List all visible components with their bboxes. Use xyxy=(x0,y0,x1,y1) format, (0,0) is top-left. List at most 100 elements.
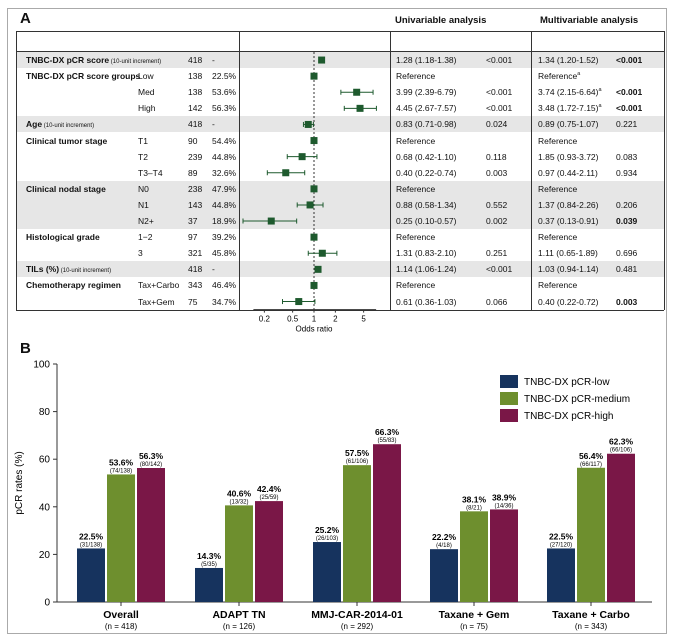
row-multi-p: 0.039 xyxy=(616,216,638,226)
row-multi-p: 0.206 xyxy=(616,199,638,210)
row-level: T3–T4 xyxy=(138,167,163,178)
row-multi-or: Reference xyxy=(538,232,577,242)
row-multi-or: 1.11 (0.65-1.89) xyxy=(538,248,598,258)
table-header-rule xyxy=(16,51,664,52)
bar-value-label: 22.5% xyxy=(79,531,104,541)
table-column-divider xyxy=(390,31,391,310)
row-uni-p: 0.066 xyxy=(486,296,508,307)
row-multi-or-value: Reference xyxy=(538,232,578,243)
row-n: 418 xyxy=(188,264,203,275)
legend-swatch xyxy=(500,375,518,388)
row-n: 89 xyxy=(188,167,198,178)
row-variable-name: TILs (%) (10-unit increment) xyxy=(26,264,111,274)
forest-tick-label: 1 xyxy=(312,315,317,324)
row-n: 75 xyxy=(188,296,198,307)
bar-count-label: (66/106) xyxy=(610,448,632,454)
legend-swatch xyxy=(500,409,518,422)
row-multi-or-footnote: a xyxy=(577,71,581,78)
bar xyxy=(577,467,605,602)
odds-ratio-marker xyxy=(310,137,318,145)
row-level: Med xyxy=(138,87,155,98)
row-uni-or: Reference xyxy=(396,280,436,291)
row-level: 3 xyxy=(138,248,143,259)
bar xyxy=(137,468,165,602)
table-top-rule xyxy=(16,31,664,32)
row-multi-or-footnote: a xyxy=(598,87,602,94)
odds-ratio-marker xyxy=(356,104,364,112)
bar-count-label: (55/83) xyxy=(377,438,396,444)
row-uni-or: 0.88 (0.58-1.34) xyxy=(396,199,457,210)
bar-count-label: (31/138) xyxy=(80,542,102,548)
bar-count-label: (14/36) xyxy=(494,503,513,509)
row-variable-name: TNBC-DX pCR score (10-unit increment) xyxy=(26,55,161,65)
bar-value-label: 22.2% xyxy=(432,532,457,542)
row-uni-p: <0.001 xyxy=(486,103,513,114)
row-multi-p: <0.001 xyxy=(616,55,643,65)
row-uni-p: 0.552 xyxy=(486,199,508,210)
row-multi-or-value: Reference xyxy=(538,135,578,146)
bar-value-label: 38.1% xyxy=(462,494,487,504)
odds-ratio-marker xyxy=(306,201,314,209)
row-uni-or: 1.14 (1.06-1.24) xyxy=(396,264,457,275)
bar xyxy=(373,444,401,602)
bar-value-label: 40.6% xyxy=(227,488,252,498)
table-left-rule xyxy=(16,31,17,310)
bar xyxy=(547,548,575,602)
row-multi-or: Reference xyxy=(538,280,577,290)
forest-plot: 0.2 0.5 1 2 5 Odds ratio xyxy=(242,52,377,334)
row-multi-or: 1.37 (0.84-2.26) xyxy=(538,200,598,210)
bar xyxy=(430,549,458,602)
row-multi-or: Reference xyxy=(538,184,577,194)
table-row-shade xyxy=(16,213,664,230)
row-level: T1 xyxy=(138,135,148,146)
row-multi-or-value: 1.03 (0.94-1.14) xyxy=(538,264,599,275)
row-multi-or-value: Reference xyxy=(538,183,578,194)
row-pcr-rate: 34.7% xyxy=(212,296,237,307)
table-column-divider xyxy=(239,31,240,310)
bar-value-label: 25.2% xyxy=(315,525,340,535)
category-label: ADAPT TN xyxy=(212,609,265,621)
row-uni-or: 4.45 (2.67-7.57) xyxy=(396,103,457,114)
row-n: 37 xyxy=(188,216,198,226)
legend-label: TNBC-DX pCR-high xyxy=(524,411,613,422)
bar xyxy=(107,474,135,602)
table-right-rule xyxy=(664,31,665,310)
row-level: Tax+Carbo xyxy=(138,280,180,291)
row-variable-name: Chemotherapy regimen xyxy=(26,280,121,290)
row-multi-or: 0.40 (0.22-0.72) xyxy=(538,297,598,307)
category-label: Taxane + Carbo xyxy=(552,609,630,621)
odds-ratio-marker xyxy=(282,169,290,177)
row-multi-or-value: 0.97 (0.44-2.11) xyxy=(538,167,598,178)
category-label: Overall xyxy=(103,609,139,621)
row-level: N2+ xyxy=(138,216,154,226)
row-level: N0 xyxy=(138,183,149,194)
odds-ratio-marker xyxy=(310,281,318,289)
row-variable-label: Chemotherapy regimen xyxy=(26,280,121,291)
row-uni-or: Reference xyxy=(396,135,436,146)
table-row-shade xyxy=(16,116,664,133)
bar-count-label: (26/103) xyxy=(316,536,338,542)
row-multi-p: 0.481 xyxy=(616,264,638,275)
row-uni-or: 0.68 (0.42-1.10) xyxy=(396,151,457,162)
row-multi-or-value: 1.37 (0.84-2.26) xyxy=(538,199,599,210)
row-variable-label: Clinical nodal stage xyxy=(26,183,106,194)
row-pcr-rate: 18.9% xyxy=(212,216,237,226)
bar xyxy=(255,501,283,602)
row-n: 138 xyxy=(188,71,203,82)
row-pcr-rate: 44.8% xyxy=(212,151,237,162)
row-level: Low xyxy=(138,71,154,82)
row-pcr-rate: 47.9% xyxy=(212,183,237,194)
bar-value-label: 22.5% xyxy=(549,531,574,541)
bar-count-label: (4/18) xyxy=(436,543,452,549)
row-uni-p: <0.001 xyxy=(486,55,513,65)
row-variable-label: Histological grade xyxy=(26,232,100,243)
row-variable-name: Histological grade xyxy=(26,232,100,242)
y-axis-label: pCR rates (%) xyxy=(14,451,25,514)
row-uni-p: 0.003 xyxy=(486,167,508,178)
row-level: Tax+Gem xyxy=(138,296,175,307)
bar xyxy=(77,548,105,602)
row-uni-p: 0.118 xyxy=(486,151,507,162)
forest-axis-label: Odds ratio xyxy=(296,325,333,334)
row-multi-p: 0.083 xyxy=(616,151,638,162)
row-multi-or-value: 0.40 (0.22-0.72) xyxy=(538,296,599,307)
